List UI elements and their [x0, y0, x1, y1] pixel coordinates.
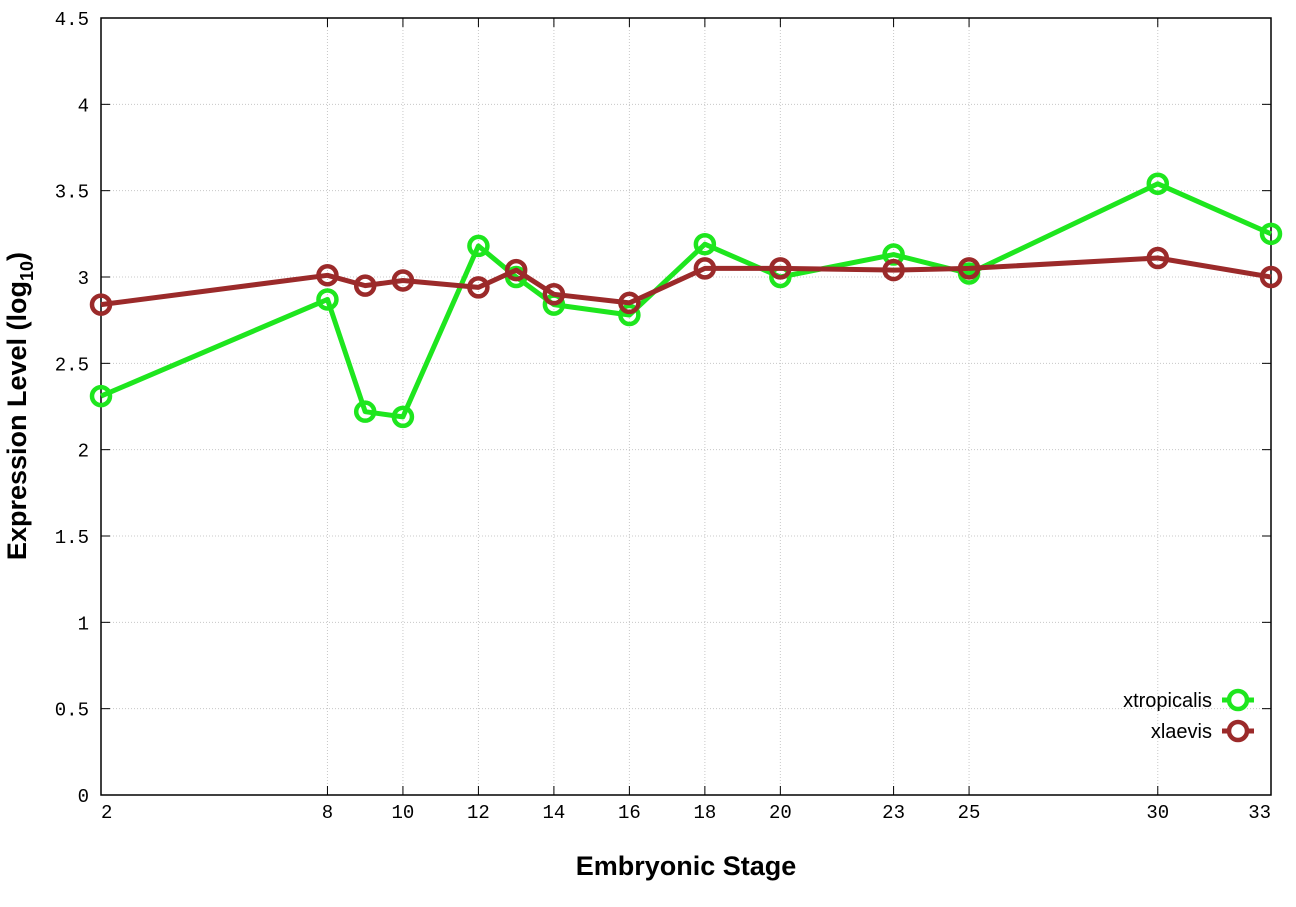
- data-point-xlaevis: [693, 257, 717, 280]
- x-tick-label: 18: [693, 802, 716, 824]
- x-tick-label: 20: [769, 802, 792, 824]
- y-tick-label: 4.5: [55, 9, 89, 31]
- y-axis-title-close: ): [2, 252, 32, 261]
- y-tick-label: 3: [78, 268, 89, 290]
- data-point-xlaevis: [89, 293, 113, 316]
- x-tick-label: 14: [542, 802, 565, 824]
- data-point-xlaevis: [957, 257, 981, 280]
- axis-ticks: 0 0.5 1 1.5 2 2.5 3 3.5 4 4.5 2 8 10 12 14 16 18 20 23 25 30…: [55, 9, 1272, 824]
- data-point-xlaevis: [391, 269, 415, 292]
- y-axis-title-main: Expression Level (log: [2, 281, 32, 560]
- data-point-xtropicalis: [353, 400, 377, 423]
- data-point-xlaevis: [316, 264, 339, 287]
- y-tick-label: 1: [78, 613, 89, 635]
- data-point-xlaevis: [882, 258, 905, 282]
- data-point-xtropicalis: [391, 405, 415, 429]
- y-tick-label: 0: [78, 786, 89, 808]
- x-tick-label: 23: [882, 802, 905, 824]
- x-tick-label: 25: [958, 802, 981, 824]
- series-layer: [89, 172, 1283, 429]
- data-point-xtropicalis: [693, 232, 717, 256]
- legend-swatch-marker-xtropicalis: [1226, 688, 1250, 712]
- data-point-xtropicalis: [316, 288, 339, 311]
- y-tick-label: 3.5: [55, 182, 89, 204]
- legend-label-xtropicalis: xtropicalis: [1123, 690, 1212, 712]
- data-point-xlaevis: [504, 258, 528, 282]
- y-tick-label: 1.5: [55, 527, 89, 549]
- data-point-xtropicalis: [618, 303, 641, 327]
- y-axis-title: Expression Level (log10): [2, 252, 37, 560]
- y-tick-label: 0.5: [55, 700, 89, 722]
- y-tick-label: 4: [78, 95, 89, 117]
- data-point-xlaevis: [1259, 265, 1283, 289]
- data-point-xtropicalis: [467, 234, 490, 258]
- data-point-xtropicalis: [89, 384, 113, 408]
- x-tick-label: 10: [392, 802, 415, 824]
- series-xlaevis: [89, 246, 1283, 316]
- y-tick-label: 2.5: [55, 354, 89, 376]
- data-point-xlaevis: [769, 257, 792, 280]
- plot-frame: [100, 17, 1272, 796]
- data-point-xlaevis: [467, 276, 490, 299]
- data-point-xlaevis: [542, 283, 566, 306]
- grid-lines: [101, 18, 1271, 795]
- series-xtropicalis: [89, 172, 1283, 429]
- data-point-xtropicalis: [1259, 222, 1283, 246]
- x-tick-label: 2: [101, 802, 112, 824]
- data-point-xlaevis: [618, 291, 641, 315]
- x-tick-label: 8: [322, 802, 333, 824]
- y-tick-label: 2: [78, 441, 89, 463]
- data-point-xtropicalis: [882, 243, 905, 266]
- x-tick-label: 12: [467, 802, 490, 824]
- x-tick-label: 33: [1248, 802, 1271, 824]
- data-point-xlaevis: [353, 274, 377, 297]
- x-tick-label: 30: [1146, 802, 1169, 824]
- legend: xtropicalis xlaevis: [1123, 688, 1254, 743]
- legend-swatch-marker-xlaevis: [1226, 719, 1250, 743]
- data-point-xlaevis: [1146, 246, 1170, 270]
- legend-label-xlaevis: xlaevis: [1151, 721, 1212, 743]
- x-axis-title: Embryonic Stage: [576, 851, 797, 881]
- series-line-xlaevis: [100, 255, 1272, 308]
- data-point-xtropicalis: [1146, 172, 1170, 196]
- series-line-xtropicalis: [100, 181, 1273, 420]
- x-tick-label: 16: [618, 802, 641, 824]
- y-axis-title-subscript: 10: [17, 261, 37, 281]
